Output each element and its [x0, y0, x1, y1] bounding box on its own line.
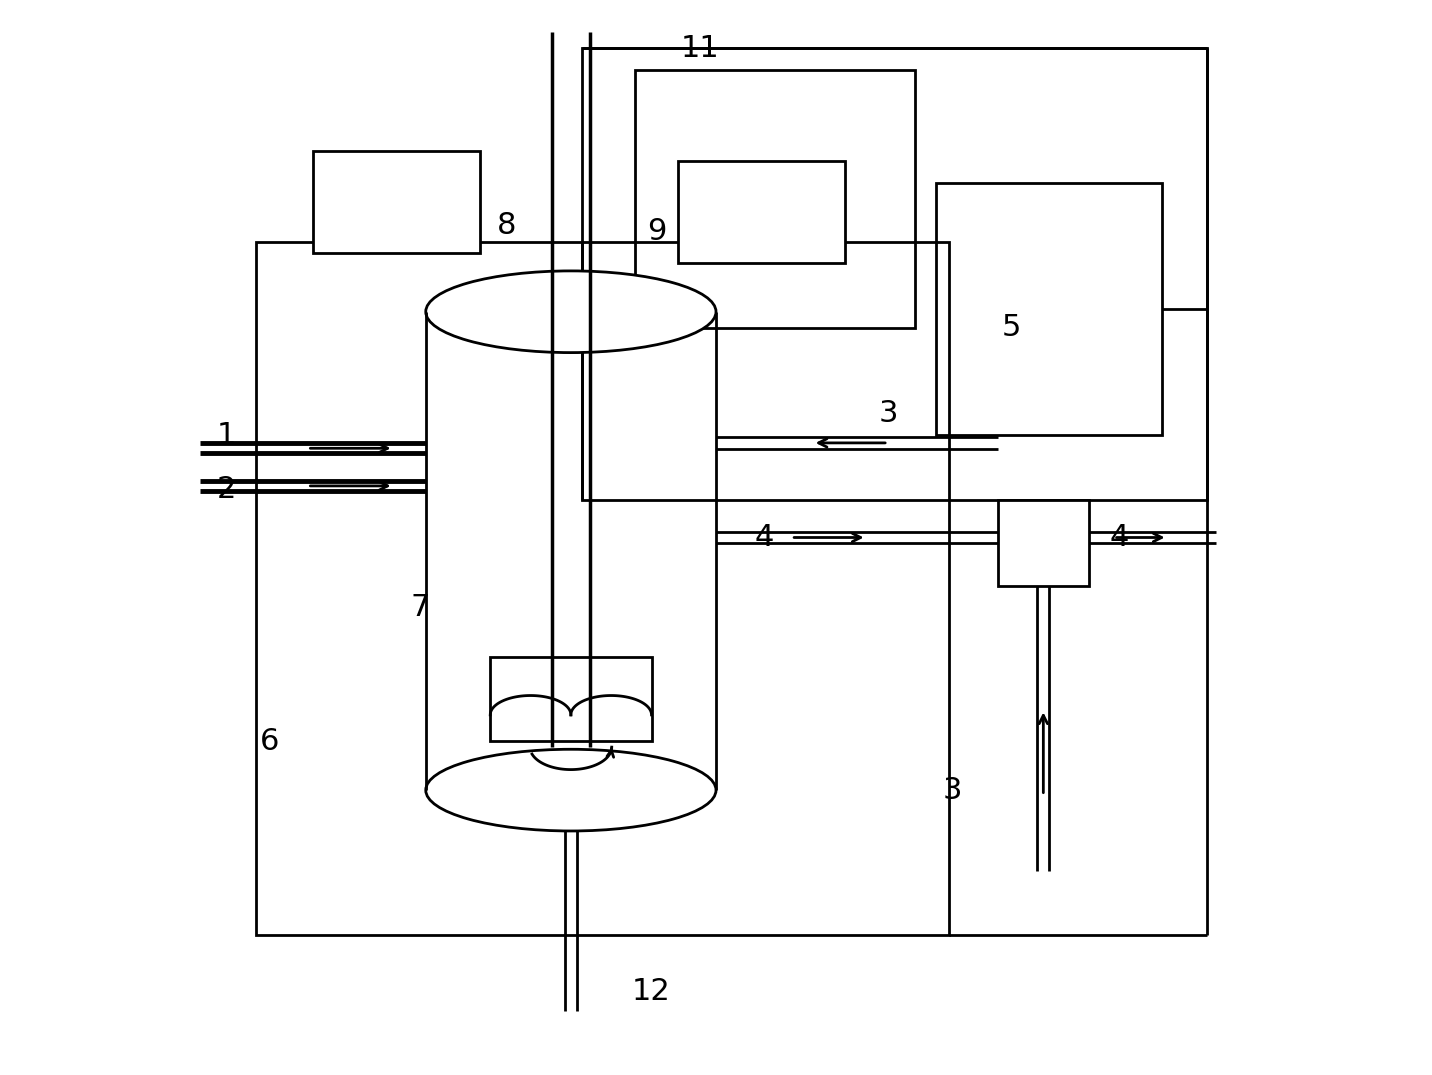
Ellipse shape — [425, 749, 716, 831]
Text: 1: 1 — [218, 421, 236, 449]
Text: 13: 13 — [359, 201, 395, 229]
Text: 8: 8 — [497, 212, 516, 240]
Bar — [256, 242, 949, 935]
Text: 4: 4 — [1110, 524, 1128, 551]
Text: 6: 6 — [261, 728, 279, 756]
Text: 11: 11 — [680, 34, 719, 62]
Text: 7: 7 — [411, 593, 430, 621]
Text: 13: 13 — [736, 206, 772, 234]
Bar — [937, 183, 1163, 435]
Bar — [581, 48, 1207, 500]
Bar — [490, 657, 652, 741]
Text: 12: 12 — [632, 977, 670, 1005]
Text: 9: 9 — [647, 217, 666, 245]
Bar — [312, 151, 480, 253]
Bar — [636, 70, 915, 328]
Text: 3: 3 — [878, 400, 898, 428]
Text: 4: 4 — [755, 524, 775, 551]
Ellipse shape — [425, 271, 716, 353]
Text: 3: 3 — [942, 776, 962, 804]
Text: 2: 2 — [218, 475, 236, 503]
Bar — [679, 161, 845, 263]
Bar — [998, 500, 1088, 586]
Text: 10: 10 — [1015, 529, 1051, 557]
Text: 5: 5 — [1002, 314, 1021, 342]
